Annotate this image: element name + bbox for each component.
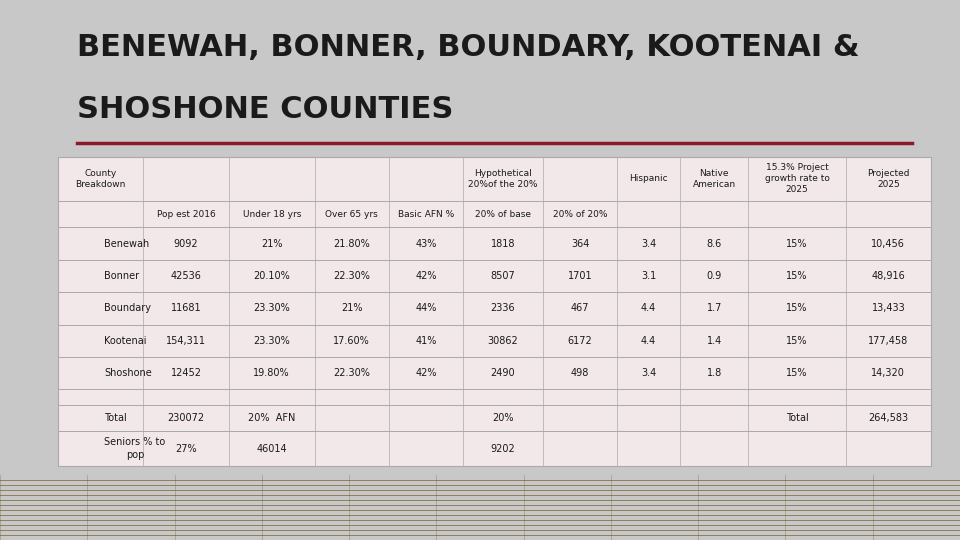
Text: County
Breakdown: County Breakdown	[75, 168, 126, 189]
Text: 1.8: 1.8	[707, 368, 722, 378]
Text: Hispanic: Hispanic	[629, 174, 668, 183]
Text: 22.30%: 22.30%	[333, 368, 371, 378]
Text: 230072: 230072	[167, 413, 204, 423]
Text: Shoshone: Shoshone	[105, 368, 152, 378]
Text: 3.1: 3.1	[641, 271, 657, 281]
Text: 264,583: 264,583	[868, 413, 908, 423]
Text: 10,456: 10,456	[872, 239, 905, 248]
Text: Boundary: Boundary	[105, 303, 152, 313]
Text: Total: Total	[105, 413, 127, 423]
Text: 15%: 15%	[786, 303, 807, 313]
Text: BENEWAH, BONNER, BOUNDARY, KOOTENAI &: BENEWAH, BONNER, BOUNDARY, KOOTENAI &	[77, 33, 859, 62]
Text: 21.80%: 21.80%	[333, 239, 370, 248]
Text: 20% of 20%: 20% of 20%	[553, 210, 608, 219]
Text: SHOSHONE COUNTIES: SHOSHONE COUNTIES	[77, 95, 453, 124]
Text: 44%: 44%	[415, 303, 437, 313]
Text: 15.3% Project
growth rate to
2025: 15.3% Project growth rate to 2025	[764, 163, 829, 194]
Text: 0.9: 0.9	[707, 271, 722, 281]
Text: 42536: 42536	[171, 271, 202, 281]
Text: Basic AFN %: Basic AFN %	[397, 210, 454, 219]
Text: Under 18 yrs: Under 18 yrs	[243, 210, 300, 219]
Text: 4.4: 4.4	[641, 303, 657, 313]
Text: Total: Total	[785, 413, 808, 423]
Text: 3.4: 3.4	[641, 368, 657, 378]
Text: Benewah: Benewah	[105, 239, 150, 248]
Text: 42%: 42%	[415, 368, 437, 378]
Text: 23.30%: 23.30%	[253, 336, 290, 346]
Text: 22.30%: 22.30%	[333, 271, 371, 281]
Text: Bonner: Bonner	[105, 271, 139, 281]
Text: 15%: 15%	[786, 239, 807, 248]
Text: 27%: 27%	[176, 443, 197, 454]
Text: Over 65 yrs: Over 65 yrs	[325, 210, 378, 219]
Text: 15%: 15%	[786, 271, 807, 281]
Text: 467: 467	[571, 303, 589, 313]
Text: 41%: 41%	[415, 336, 437, 346]
Text: 20.10%: 20.10%	[253, 271, 290, 281]
Text: 1701: 1701	[567, 271, 592, 281]
Text: Hypothetical
20%of the 20%: Hypothetical 20%of the 20%	[468, 168, 538, 189]
Text: 364: 364	[571, 239, 589, 248]
Text: 1.4: 1.4	[707, 336, 722, 346]
Text: 48,916: 48,916	[872, 271, 905, 281]
Text: Pop est 2016: Pop est 2016	[156, 210, 215, 219]
Text: 23.30%: 23.30%	[253, 303, 290, 313]
Text: 46014: 46014	[256, 443, 287, 454]
Text: 6172: 6172	[567, 336, 592, 346]
Text: 20%: 20%	[492, 413, 514, 423]
Text: 15%: 15%	[786, 336, 807, 346]
Text: 1818: 1818	[491, 239, 516, 248]
FancyBboxPatch shape	[58, 157, 931, 465]
Text: 2336: 2336	[491, 303, 516, 313]
Text: 3.4: 3.4	[641, 239, 657, 248]
Text: 14,320: 14,320	[872, 368, 905, 378]
Text: 154,311: 154,311	[166, 336, 206, 346]
Text: 9202: 9202	[491, 443, 516, 454]
Text: Seniors % to
pop: Seniors % to pop	[105, 437, 165, 460]
Text: 20% of base: 20% of base	[475, 210, 531, 219]
Text: 13,433: 13,433	[872, 303, 905, 313]
Text: 21%: 21%	[341, 303, 363, 313]
Text: 12452: 12452	[171, 368, 202, 378]
Text: 19.80%: 19.80%	[253, 368, 290, 378]
Text: 21%: 21%	[261, 239, 282, 248]
Text: 498: 498	[571, 368, 589, 378]
Text: 9092: 9092	[174, 239, 199, 248]
Text: Kootenai: Kootenai	[105, 336, 147, 346]
Text: 1.7: 1.7	[707, 303, 722, 313]
Text: 17.60%: 17.60%	[333, 336, 370, 346]
Text: Projected
2025: Projected 2025	[867, 168, 910, 189]
Text: 11681: 11681	[171, 303, 202, 313]
Text: 20%  AFN: 20% AFN	[248, 413, 296, 423]
Text: 30862: 30862	[488, 336, 518, 346]
Text: 8507: 8507	[491, 271, 516, 281]
Text: 8.6: 8.6	[707, 239, 722, 248]
Text: 2490: 2490	[491, 368, 516, 378]
Text: 4.4: 4.4	[641, 336, 657, 346]
Text: 42%: 42%	[415, 271, 437, 281]
Text: 177,458: 177,458	[868, 336, 908, 346]
Text: 15%: 15%	[786, 368, 807, 378]
Text: Native
American: Native American	[693, 168, 735, 189]
Text: 43%: 43%	[415, 239, 437, 248]
